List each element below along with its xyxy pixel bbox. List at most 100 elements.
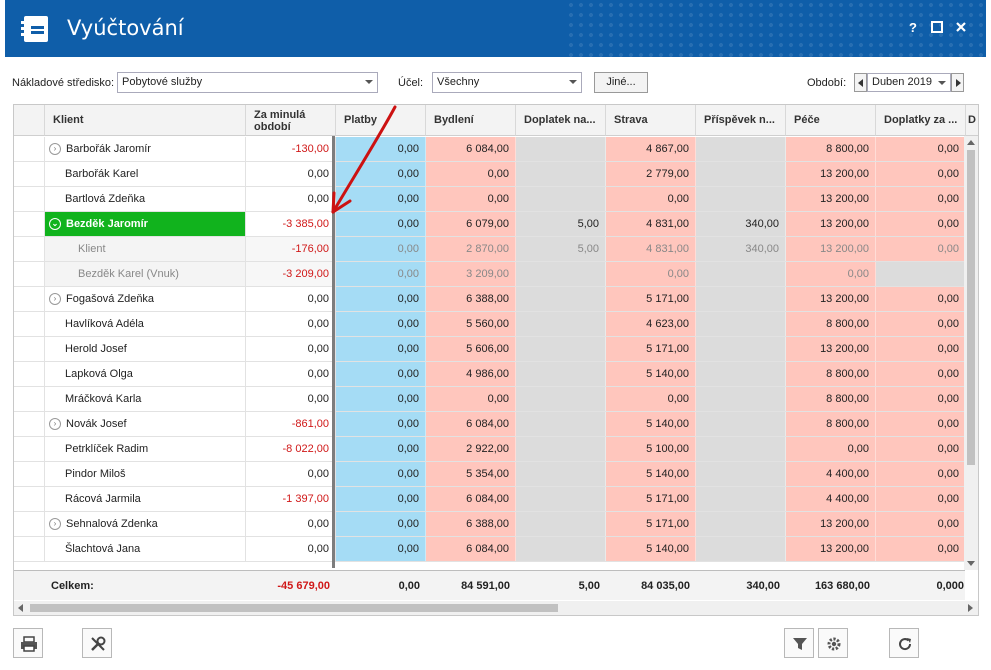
cell-payments[interactable]: 0,00 [336, 212, 426, 237]
client-name-cell[interactable]: Herold Josef [45, 337, 246, 362]
cell-housing[interactable]: 6 388,00 [426, 512, 516, 537]
client-name-cell[interactable]: Petrklíček Radim [45, 437, 246, 462]
cell-payments[interactable]: 0,00 [336, 512, 426, 537]
cell-payments[interactable]: 0,00 [336, 287, 426, 312]
cell-contribution[interactable] [696, 412, 786, 437]
cell-housing[interactable]: 6 084,00 [426, 487, 516, 512]
cell-contribution[interactable] [696, 287, 786, 312]
cell-surcharges-for[interactable]: 0,00 [876, 237, 966, 262]
client-name-cell[interactable]: Šlachtová Jana [45, 537, 246, 562]
row-indicator[interactable] [14, 237, 45, 262]
client-name-cell[interactable]: Bartlová Zdeňka [45, 187, 246, 212]
cell-contribution[interactable] [696, 512, 786, 537]
cell-care[interactable]: 13 200,00 [786, 187, 876, 212]
cell-care[interactable]: 8 800,00 [786, 362, 876, 387]
cell-payments[interactable]: 0,00 [336, 487, 426, 512]
column-header-previous-period[interactable]: Za minulá období [246, 105, 336, 136]
cell-payments[interactable]: 0,00 [336, 162, 426, 187]
refresh-button[interactable] [889, 628, 919, 658]
cell-previous-period[interactable]: 0,00 [246, 387, 336, 412]
cell-food[interactable]: 5 140,00 [606, 412, 696, 437]
client-name-cell[interactable]: Lapková Olga [45, 362, 246, 387]
cell-care[interactable]: 4 400,00 [786, 462, 876, 487]
cell-payments[interactable]: 0,00 [336, 437, 426, 462]
cell-food[interactable]: 4 831,00 [606, 212, 696, 237]
cell-housing[interactable]: 2 870,00 [426, 237, 516, 262]
cell-food[interactable]: 5 171,00 [606, 512, 696, 537]
row-indicator[interactable] [14, 312, 45, 337]
row-indicator[interactable] [14, 337, 45, 362]
client-name-cell[interactable]: › Barbořák Jaromír [45, 137, 246, 162]
cell-care[interactable]: 8 800,00 [786, 137, 876, 162]
cell-contribution[interactable] [696, 362, 786, 387]
row-indicator[interactable] [14, 287, 45, 312]
cell-housing[interactable]: 2 922,00 [426, 437, 516, 462]
client-name-cell[interactable]: › Novák Josef [45, 412, 246, 437]
cell-housing[interactable]: 0,00 [426, 387, 516, 412]
row-indicator[interactable] [14, 462, 45, 487]
row-indicator[interactable] [14, 437, 45, 462]
client-name-cell[interactable]: Havlíková Adéla [45, 312, 246, 337]
cell-payments[interactable]: 0,00 [336, 337, 426, 362]
cost-center-select[interactable]: Pobytové služby [117, 72, 378, 93]
cell-surcharges-for[interactable]: 0,00 [876, 162, 966, 187]
cell-care[interactable]: 13 200,00 [786, 287, 876, 312]
cell-surcharge[interactable] [516, 487, 606, 512]
cell-surcharges-for[interactable]: 0,00 [876, 137, 966, 162]
cell-food[interactable]: 4 831,00 [606, 237, 696, 262]
cell-care[interactable]: 8 800,00 [786, 412, 876, 437]
cell-previous-period[interactable]: -1 397,00 [246, 487, 336, 512]
cell-contribution[interactable] [696, 262, 786, 287]
row-indicator[interactable] [14, 187, 45, 212]
row-indicator[interactable] [14, 362, 45, 387]
cell-housing[interactable]: 4 986,00 [426, 362, 516, 387]
cell-surcharge[interactable] [516, 512, 606, 537]
column-header-payments[interactable]: Platby [336, 105, 426, 136]
cell-payments[interactable]: 0,00 [336, 237, 426, 262]
cell-food[interactable]: 0,00 [606, 262, 696, 287]
cell-housing[interactable]: 5 354,00 [426, 462, 516, 487]
cell-surcharges-for[interactable]: 0,00 [876, 387, 966, 412]
cell-previous-period[interactable]: 0,00 [246, 337, 336, 362]
cell-care[interactable]: 0,00 [786, 437, 876, 462]
period-next-button[interactable] [951, 73, 964, 92]
cell-food[interactable]: 0,00 [606, 387, 696, 412]
row-indicator[interactable] [14, 487, 45, 512]
client-name-cell[interactable]: › Fogašová Zdeňka [45, 287, 246, 312]
cell-payments[interactable]: 0,00 [336, 412, 426, 437]
cell-payments[interactable]: 0,00 [336, 312, 426, 337]
cell-care[interactable]: 8 800,00 [786, 312, 876, 337]
row-indicator[interactable] [14, 262, 45, 287]
cell-care[interactable]: 4 400,00 [786, 487, 876, 512]
horizontal-scroll-thumb[interactable] [30, 604, 558, 612]
cell-contribution[interactable] [696, 487, 786, 512]
cell-surcharge[interactable] [516, 412, 606, 437]
cell-previous-period[interactable]: -130,00 [246, 137, 336, 162]
period-field[interactable]: Duben 2019 [867, 73, 951, 92]
cell-contribution[interactable] [696, 337, 786, 362]
purpose-select[interactable]: Všechny [432, 72, 582, 93]
cell-previous-period[interactable]: -3 209,00 [246, 262, 336, 287]
cell-previous-period[interactable]: 0,00 [246, 187, 336, 212]
cell-surcharge[interactable] [516, 137, 606, 162]
other-button[interactable]: Jiné... [594, 72, 648, 93]
row-indicator[interactable] [14, 162, 45, 187]
cell-previous-period[interactable]: 0,00 [246, 362, 336, 387]
maximize-button[interactable] [929, 20, 945, 36]
cell-contribution[interactable]: 340,00 [696, 237, 786, 262]
cell-surcharge[interactable]: 5,00 [516, 212, 606, 237]
client-name-cell[interactable]: Barbořák Karel [45, 162, 246, 187]
column-header-client[interactable]: Klient [45, 105, 246, 136]
cell-contribution[interactable] [696, 187, 786, 212]
cell-surcharges-for[interactable]: 0,00 [876, 462, 966, 487]
cell-payments[interactable]: 0,00 [336, 387, 426, 412]
cell-contribution[interactable]: 340,00 [696, 212, 786, 237]
cell-surcharge[interactable]: 5,00 [516, 237, 606, 262]
row-indicator[interactable] [14, 537, 45, 562]
cell-surcharges-for[interactable]: 0,00 [876, 487, 966, 512]
cell-surcharges-for[interactable]: 0,00 [876, 512, 966, 537]
cell-care[interactable]: 13 200,00 [786, 212, 876, 237]
scroll-left-icon[interactable] [18, 604, 23, 612]
filter-button[interactable] [784, 628, 814, 658]
expand-icon[interactable]: › [49, 143, 61, 156]
